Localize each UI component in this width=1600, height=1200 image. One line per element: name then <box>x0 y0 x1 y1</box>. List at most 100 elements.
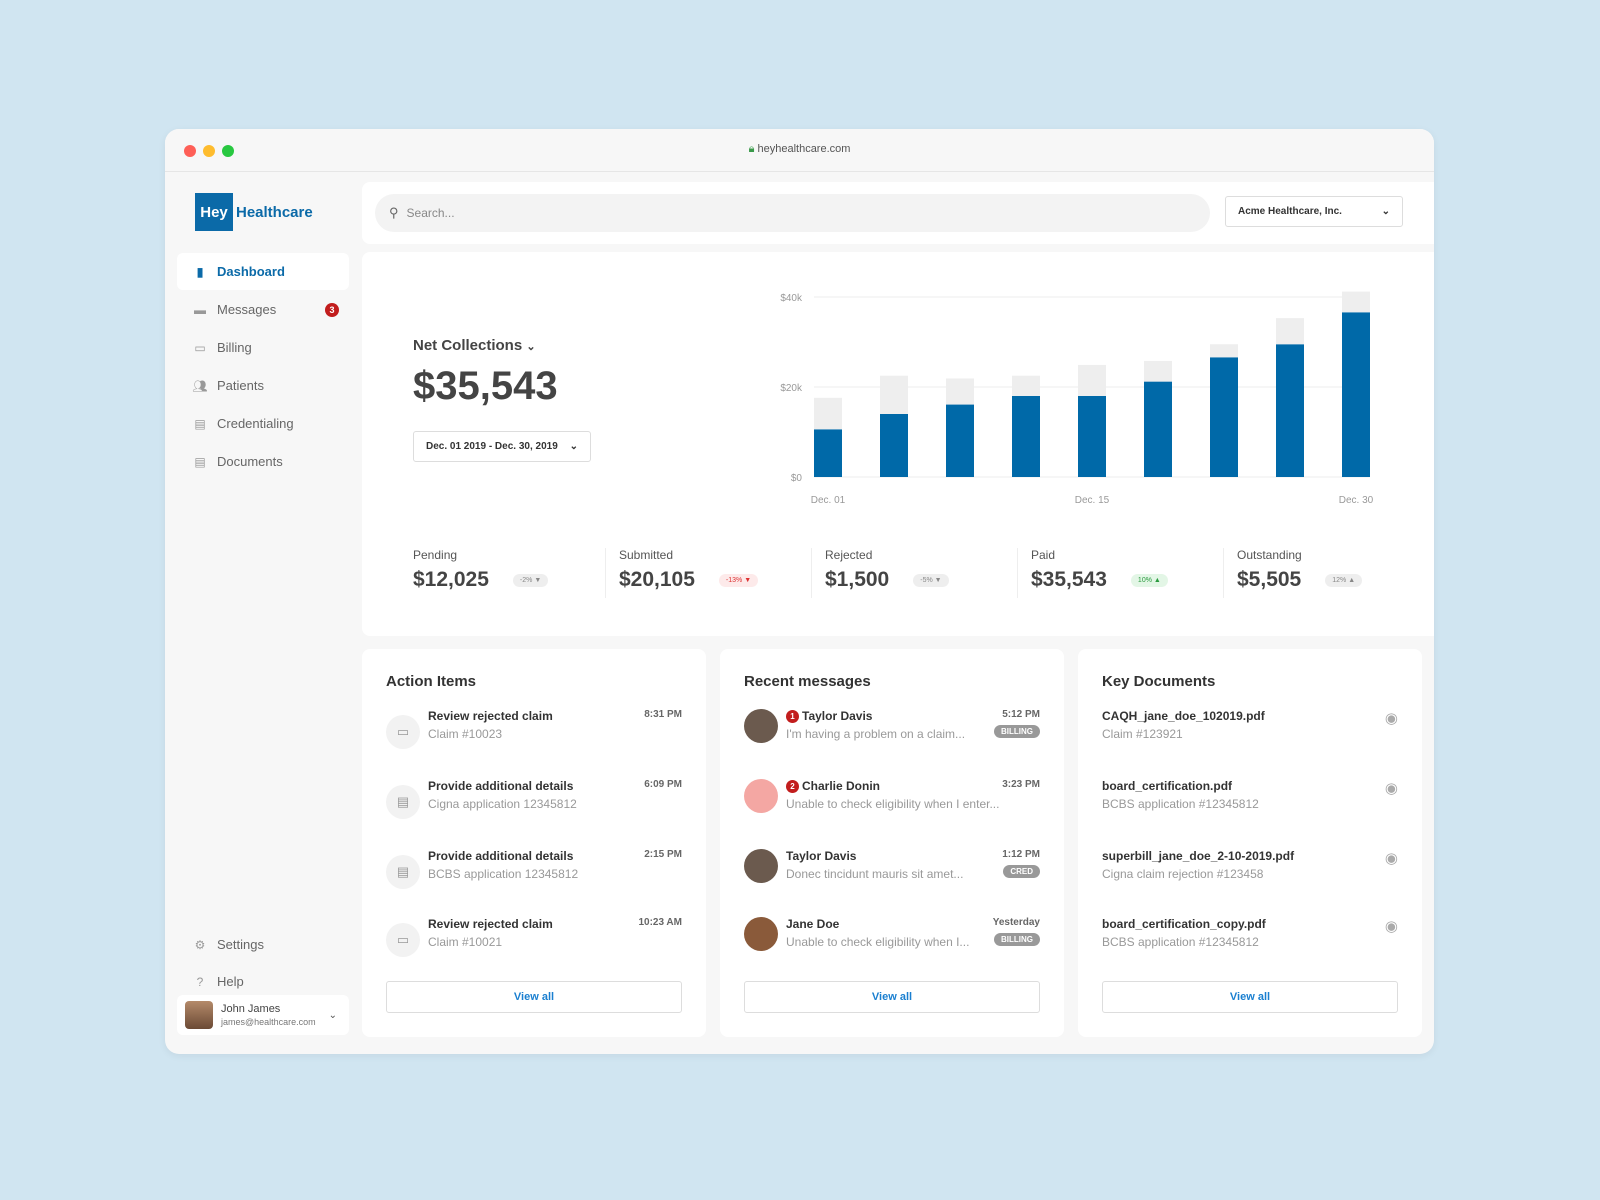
action-subtitle: Claim #10021 <box>428 935 503 949</box>
url-text: heyhealthcare.com <box>757 143 851 155</box>
chevron-down-icon: ⌄ <box>569 441 578 452</box>
action-title: Review rejected claim <box>428 709 553 723</box>
message-time: 5:12 PM <box>1002 709 1040 720</box>
chat-icon: ▬ <box>194 302 206 317</box>
action-item[interactable]: ▭ Review rejected claim Claim #10021 10:23 … <box>386 917 682 967</box>
action-time: 10:23 AM <box>638 917 682 928</box>
sender-avatar <box>744 917 778 951</box>
maximize-button[interactable] <box>222 145 234 157</box>
sender-name: Jane Doe <box>786 917 840 931</box>
documents-view-all-button[interactable]: View all <box>1102 981 1398 1013</box>
sidebar-item-dashboard[interactable]: ▮ Dashboard <box>177 253 349 290</box>
message-time: Yesterday <box>992 917 1040 928</box>
document-subtitle: Claim #123921 <box>1102 727 1183 741</box>
logo-text: Healthcare <box>236 203 313 221</box>
logo[interactable]: Hey Healthcare <box>195 193 313 231</box>
nav-label: Messages <box>217 302 277 317</box>
eye-icon[interactable]: ◉ <box>1384 918 1398 935</box>
sidebar-item-documents[interactable]: ▤ Documents <box>177 443 349 480</box>
url-bar[interactable]: 🔒︎ heyhealthcare.com <box>165 143 1434 156</box>
sidebar-item-messages[interactable]: ▬ Messages 3 <box>177 291 349 328</box>
document-name: superbill_jane_doe_2-10-2019.pdf <box>1102 849 1295 863</box>
clipboard-icon: ▤ <box>386 785 420 819</box>
action-item[interactable]: ▤ Provide additional details BCBS applicat… <box>386 849 682 899</box>
bar-total <box>880 375 908 414</box>
stat-value: $5,505 <box>1237 568 1302 591</box>
bar-collected <box>1144 381 1172 477</box>
document-item[interactable]: superbill_jane_doe_2-10-2019.pdf Cigna cl… <box>1102 849 1398 899</box>
org-label: Acme Healthcare, Inc. <box>1238 206 1342 217</box>
message-item[interactable]: Taylor Davis Donec tincidunt mauris sit a… <box>744 849 1040 899</box>
action-subtitle: Claim #10023 <box>428 727 503 741</box>
y-tick-label: $40k <box>780 293 803 304</box>
divider <box>1223 548 1224 598</box>
document-item[interactable]: board_certification.pdf BCBS application … <box>1102 779 1398 829</box>
stat-value: $1,500 <box>825 568 890 591</box>
stat-outstanding: Outstanding $5,505 12% ▲ <box>1237 548 1434 592</box>
action-items-view-all-button[interactable]: View all <box>386 981 682 1013</box>
chevron-down-icon: ⌄ <box>526 341 536 353</box>
sender-name: Taylor Davis <box>802 709 873 723</box>
stat-change-badge: -13% ▼ <box>718 573 759 587</box>
bar-collected <box>946 404 974 477</box>
action-item[interactable]: ▤ Provide additional details Cigna applica… <box>386 779 682 829</box>
bar-total <box>1276 318 1304 345</box>
logo-box: Hey <box>195 193 233 231</box>
net-collections-amount: $35,543 <box>413 364 558 408</box>
document-name: board_certification.pdf <box>1102 779 1233 793</box>
sidebar-item-patients[interactable]: 👥︎ Patients <box>177 367 349 404</box>
bar-total <box>814 397 842 430</box>
people-icon: 👥︎ <box>192 378 208 393</box>
action-time: 8:31 PM <box>644 709 682 720</box>
eye-icon[interactable]: ◉ <box>1384 710 1398 727</box>
eye-icon[interactable]: ◉ <box>1384 850 1398 867</box>
divider <box>1017 548 1018 598</box>
bar-total <box>1210 344 1238 358</box>
sidebar-item-settings[interactable]: ⚙ Settings <box>177 926 349 963</box>
summary-title: Net Collections <box>413 337 523 354</box>
stat-change-badge: -5% ▼ <box>913 573 949 587</box>
search-icon: ⚲ <box>389 205 399 220</box>
messages-badge: 3 <box>325 302 339 317</box>
nav-label: Patients <box>217 378 264 393</box>
user-menu[interactable]: John James james@healthcare.com ⌄ <box>177 995 349 1035</box>
search-input[interactable]: ⚲ Search... <box>375 194 1210 232</box>
bar-total <box>1078 364 1106 396</box>
bar-total <box>946 378 974 405</box>
minimize-button[interactable] <box>203 145 215 157</box>
message-item[interactable]: 1 Taylor Davis I'm having a problem on a c… <box>744 709 1040 759</box>
bar-collected <box>1276 344 1304 477</box>
date-range-picker[interactable]: Dec. 01 2019 - Dec. 30, 2019 ⌄ <box>413 431 591 462</box>
close-button[interactable] <box>184 145 196 157</box>
stat-change-badge: 12% ▲ <box>1325 573 1363 587</box>
stat-value: $12,025 <box>413 568 489 591</box>
lock-icon: 🔒︎ <box>748 143 758 155</box>
nav-label: Documents <box>217 454 283 469</box>
net-collections-card: Net Collections ⌄ $35,543 Dec. 01 2019 -… <box>362 252 1434 636</box>
messages-view-all-button[interactable]: View all <box>744 981 1040 1013</box>
organization-select[interactable]: Acme Healthcare, Inc. ⌄ <box>1225 196 1403 227</box>
message-item[interactable]: Jane Doe Unable to check eligibility when… <box>744 917 1040 967</box>
bar-collected <box>1342 312 1370 477</box>
bar-total <box>1144 360 1172 382</box>
net-collections-dropdown[interactable]: Net Collections ⌄ <box>413 337 536 354</box>
sidebar-item-credentialing[interactable]: ▤ Credentialing <box>177 405 349 442</box>
eye-icon[interactable]: ◉ <box>1384 780 1398 797</box>
document-item[interactable]: CAQH_jane_doe_102019.pdf Claim #123921 ◉ <box>1102 709 1398 759</box>
sender-name: Charlie Donin <box>802 779 881 793</box>
document-subtitle: BCBS application #12345812 <box>1102 797 1259 811</box>
document-item[interactable]: board_certification_copy.pdf BCBS applica… <box>1102 917 1398 967</box>
message-item[interactable]: 2 Charlie Donin Unable to check eligibilit… <box>744 779 1040 829</box>
action-time: 2:15 PM <box>644 849 682 860</box>
bar-total <box>1342 291 1370 313</box>
chevron-down-icon: ⌄ <box>328 1009 337 1021</box>
sidebar-item-help[interactable]: ? Help <box>177 963 349 1000</box>
y-tick-label: $0 <box>791 473 803 484</box>
user-email: james@healthcare.com <box>221 1017 316 1027</box>
action-item[interactable]: ▭ Review rejected claim Claim #10023 8:31 P… <box>386 709 682 759</box>
user-name: John James <box>221 1003 281 1015</box>
x-tick-label: Dec. 01 <box>811 495 846 506</box>
message-preview: Unable to check eligibility when I enter… <box>786 797 1000 811</box>
sender-name: Taylor Davis <box>786 849 857 863</box>
sidebar-item-billing[interactable]: ▭ Billing <box>177 329 349 366</box>
